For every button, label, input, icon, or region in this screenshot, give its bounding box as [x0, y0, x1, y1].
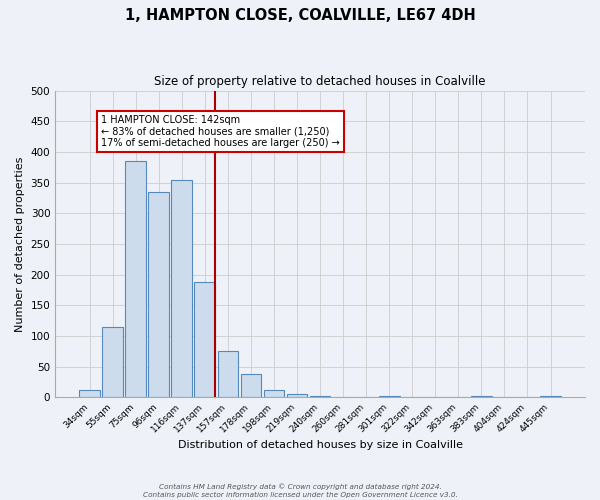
Text: 1 HAMPTON CLOSE: 142sqm
← 83% of detached houses are smaller (1,250)
17% of semi: 1 HAMPTON CLOSE: 142sqm ← 83% of detache…	[101, 115, 340, 148]
Bar	[79, 390, 100, 398]
Text: 1, HAMPTON CLOSE, COALVILLE, LE67 4DH: 1, HAMPTON CLOSE, COALVILLE, LE67 4DH	[125, 8, 475, 22]
Bar	[194, 282, 215, 398]
Bar	[310, 396, 331, 398]
Bar	[379, 396, 400, 398]
Text: Contains HM Land Registry data © Crown copyright and database right 2024.
Contai: Contains HM Land Registry data © Crown c…	[143, 484, 457, 498]
Bar	[471, 396, 492, 398]
X-axis label: Distribution of detached houses by size in Coalville: Distribution of detached houses by size …	[178, 440, 463, 450]
Bar	[540, 396, 561, 398]
Bar	[263, 390, 284, 398]
Title: Size of property relative to detached houses in Coalville: Size of property relative to detached ho…	[154, 75, 486, 88]
Bar	[148, 192, 169, 398]
Bar	[287, 394, 307, 398]
Bar	[241, 374, 262, 398]
Y-axis label: Number of detached properties: Number of detached properties	[15, 156, 25, 332]
Bar	[172, 180, 192, 398]
Bar	[125, 161, 146, 398]
Bar	[218, 352, 238, 398]
Bar	[102, 327, 123, 398]
